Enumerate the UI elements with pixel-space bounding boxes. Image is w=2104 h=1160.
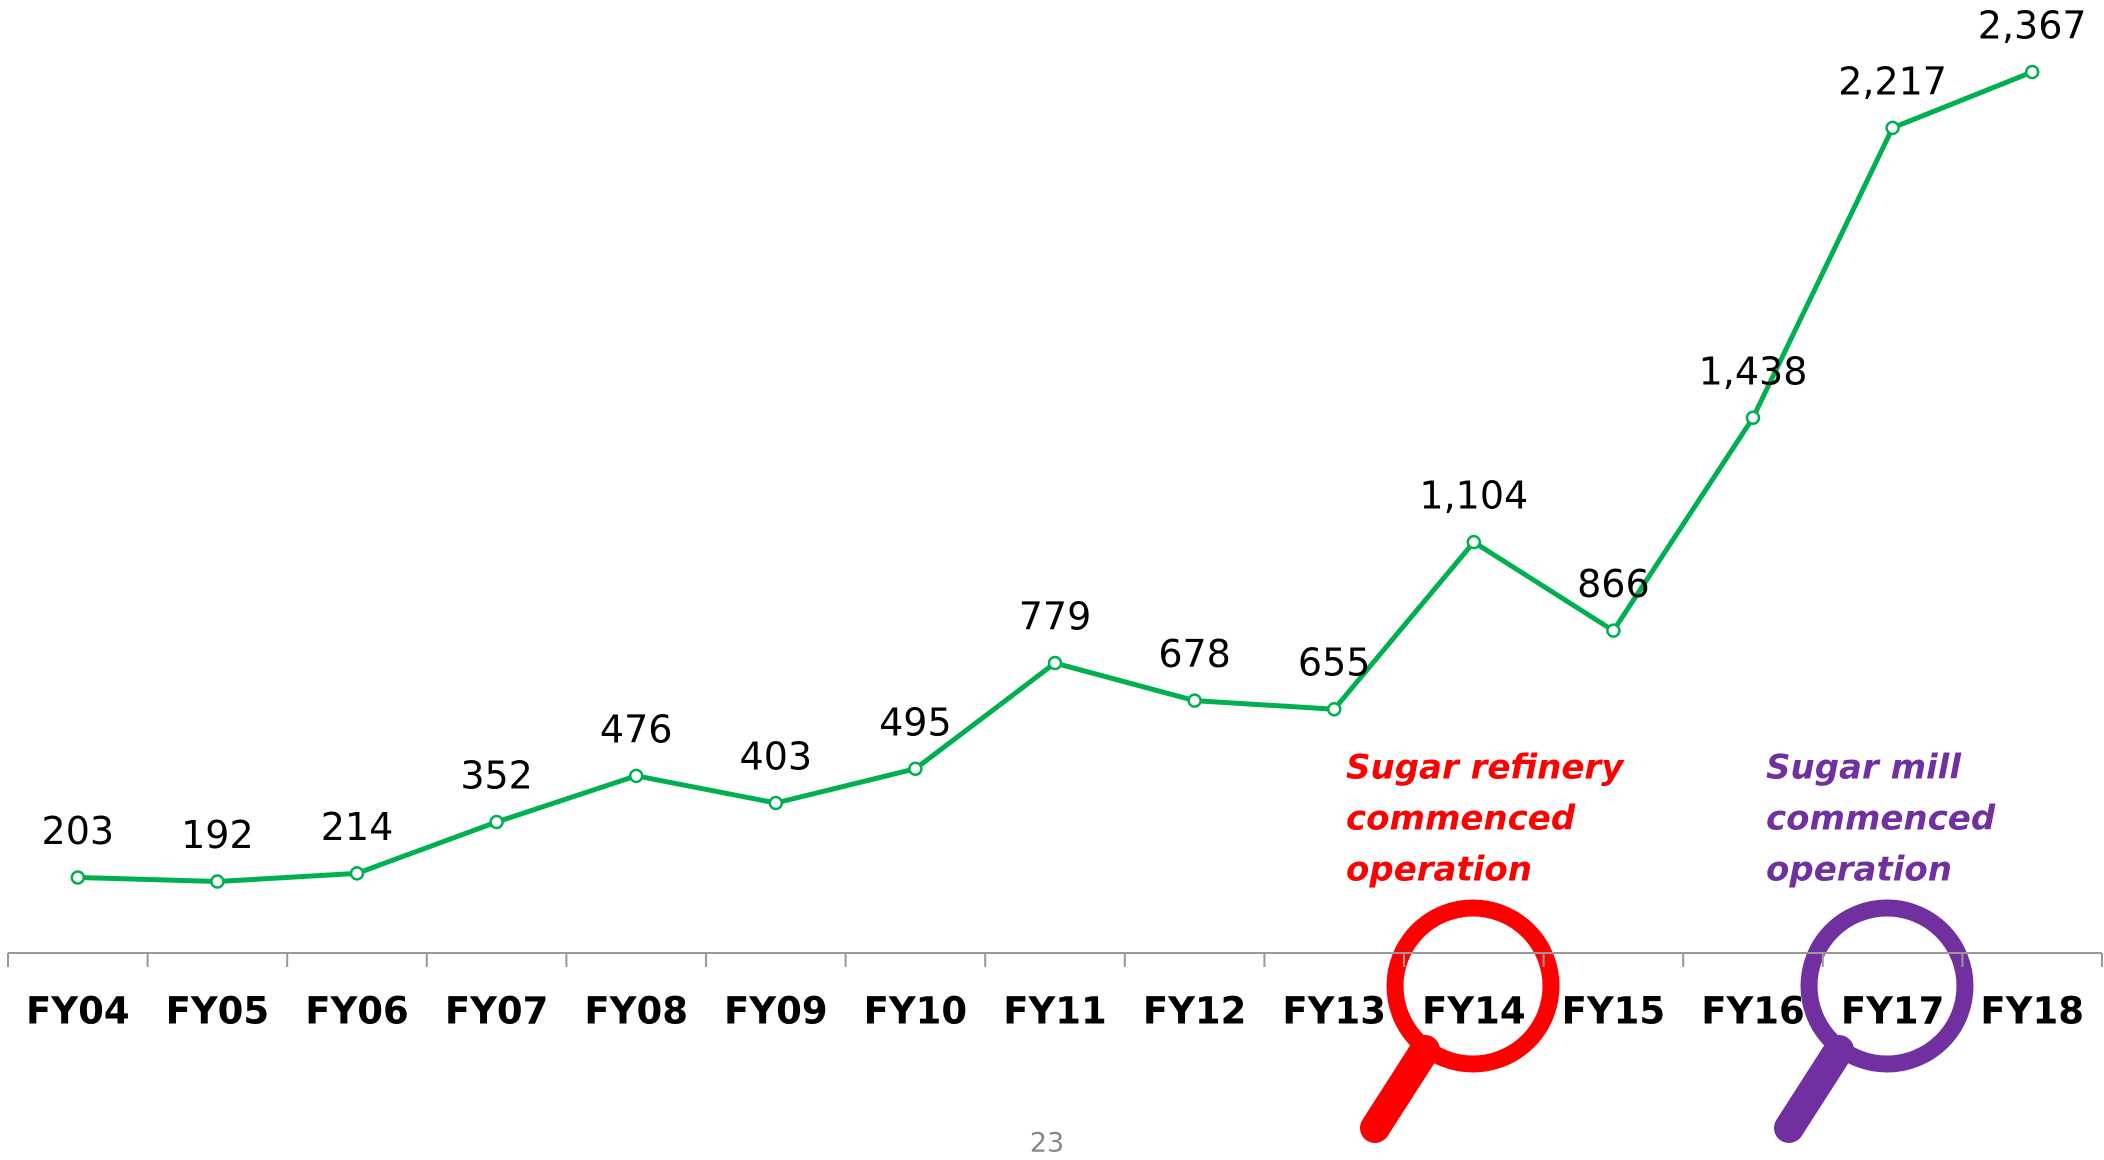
marker [1745,410,1761,426]
data-label: 476 [600,707,673,751]
marker [768,795,784,811]
annotation: operation [1346,850,1532,890]
data-label: 495 [879,700,952,744]
data-label: 214 [321,805,394,849]
marker [70,870,86,885]
x-tick-label: FY16 [1701,990,1805,1033]
x-tick-label: FY13 [1282,990,1386,1033]
x-tick-label: FY08 [584,990,688,1033]
annotation: Sugar refinery [1346,748,1625,788]
marker [628,768,644,784]
marker [1047,655,1063,671]
data-label: 678 [1158,632,1231,676]
marker [489,814,504,830]
x-tick-label: FY04 [26,990,130,1033]
marker [1885,120,1900,136]
data-label: 655 [1298,641,1371,685]
x-tick-label: FY11 [1003,990,1107,1033]
marker [349,866,365,881]
annotation: Sugar mill [1766,748,1962,788]
x-tick-label: FY09 [724,990,828,1033]
annotation: commenced [1346,799,1576,839]
x-tick-label: FY12 [1143,990,1247,1033]
marker [1466,534,1482,550]
magnifier-red [1360,899,1560,1143]
marker [1187,693,1202,708]
marker [1326,701,1342,717]
data-label: 2,367 [1978,4,2087,48]
x-tick-label: FY07 [445,990,549,1033]
page-number: 23 [1030,1128,1064,1159]
marker [210,874,225,889]
data-label: 1,104 [1419,474,1528,518]
magnifier-purple [1774,899,1974,1143]
x-tick-label: FY06 [305,990,409,1033]
x-tick-label: FY14 [1422,990,1526,1033]
data-label: 779 [1019,595,1092,639]
data-label: 2,217 [1838,59,1947,103]
x-tick-label: FY05 [166,990,270,1033]
data-label: 866 [1577,562,1650,606]
marker [2024,64,2040,80]
x-tick-label: FY15 [1562,990,1666,1033]
annotation: operation [1766,850,1952,890]
x-tick-label: FY17 [1841,990,1945,1033]
annotation: commenced [1766,799,1996,839]
x-tick-label: FY10 [864,990,968,1033]
data-label: 203 [42,809,115,853]
data-label: 352 [460,753,533,797]
data-label: 1,438 [1699,349,1808,393]
data-label: 192 [181,813,254,857]
line [77,69,2034,885]
marker [908,761,923,777]
marker [1606,623,1621,638]
data-label: 403 [740,735,813,779]
x-tick-label: FY18 [1980,990,2084,1033]
